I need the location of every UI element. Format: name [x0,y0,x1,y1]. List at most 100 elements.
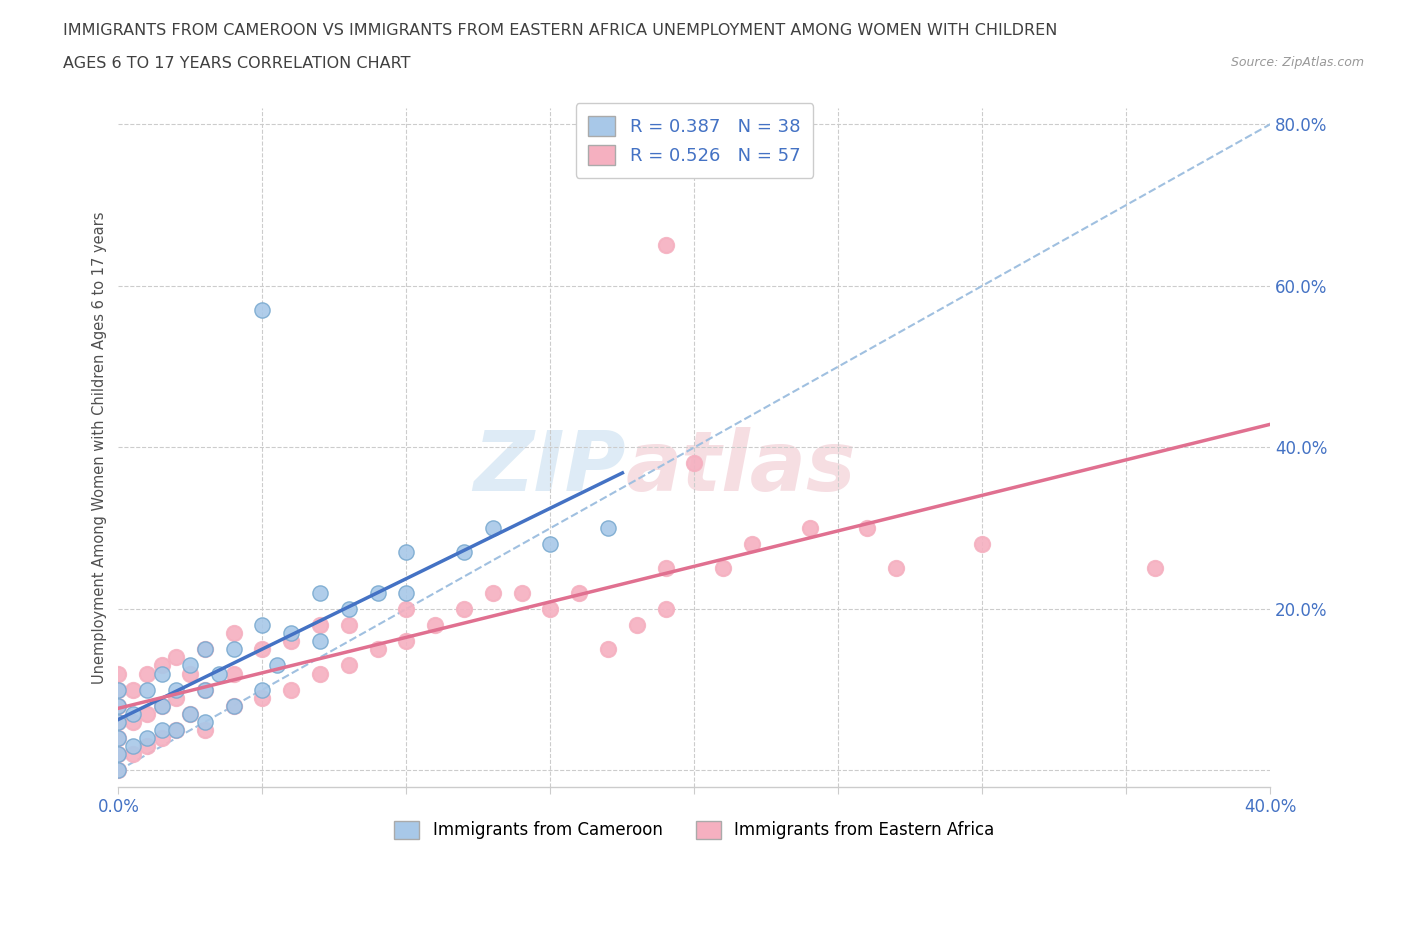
Point [150,666,173,681]
Point [309,633,332,648]
Point [107,683,129,698]
Point [121,714,143,729]
Y-axis label: Unemployment Among Women with Children Ages 6 to 17 years: Unemployment Among Women with Children A… [93,211,107,684]
Point [194,642,217,657]
Point [179,707,201,722]
Point [150,658,173,673]
Point [252,642,274,657]
Point [280,683,302,698]
Point [280,626,302,641]
Legend: Immigrants from Cameroon, Immigrants from Eastern Africa: Immigrants from Cameroon, Immigrants fro… [388,814,1001,846]
Point [194,642,217,657]
Point [194,683,217,698]
Point [107,714,129,729]
Point [482,585,505,600]
Point [107,714,129,729]
Point [107,747,129,762]
Point [222,698,245,713]
Point [395,633,418,648]
Point [179,666,201,681]
Point [309,618,332,632]
Point [222,666,245,681]
Point [538,602,561,617]
Point [337,602,360,617]
Point [884,561,907,576]
Point [165,650,187,665]
Point [568,585,591,600]
Point [136,731,159,746]
Point [972,537,994,551]
Point [121,707,143,722]
Point [121,683,143,698]
Point [510,585,533,600]
Point [150,698,173,713]
Point [194,683,217,698]
Text: atlas: atlas [626,427,856,508]
Point [165,723,187,737]
Point [222,642,245,657]
Point [150,723,173,737]
Point [194,714,217,729]
Point [121,747,143,762]
Point [395,585,418,600]
Point [222,698,245,713]
Point [309,585,332,600]
Point [482,521,505,536]
Point [856,521,879,536]
Point [252,618,274,632]
Point [107,683,129,698]
Text: ZIP: ZIP [472,427,626,508]
Point [179,658,201,673]
Point [309,666,332,681]
Point [136,666,159,681]
Text: IMMIGRANTS FROM CAMEROON VS IMMIGRANTS FROM EASTERN AFRICA UNEMPLOYMENT AMONG WO: IMMIGRANTS FROM CAMEROON VS IMMIGRANTS F… [63,23,1057,38]
Point [799,521,821,536]
Point [194,723,217,737]
Point [107,698,129,713]
Point [150,698,173,713]
Text: AGES 6 TO 17 YEARS CORRELATION CHART: AGES 6 TO 17 YEARS CORRELATION CHART [63,56,411,71]
Point [1144,561,1167,576]
Point [107,731,129,746]
Point [222,626,245,641]
Point [208,666,231,681]
Point [596,642,619,657]
Point [337,618,360,632]
Point [453,545,475,560]
Point [337,658,360,673]
Point [395,602,418,617]
Point [395,545,418,560]
Point [453,602,475,617]
Point [711,561,734,576]
Point [280,633,302,648]
Point [107,666,129,681]
Point [596,521,619,536]
Text: Source: ZipAtlas.com: Source: ZipAtlas.com [1230,56,1364,69]
Point [165,723,187,737]
Point [136,683,159,698]
Point [654,561,676,576]
Point [654,238,676,253]
Point [165,690,187,705]
Point [150,731,173,746]
Point [107,698,129,713]
Point [107,731,129,746]
Point [367,585,389,600]
Point [741,537,763,551]
Point [266,658,288,673]
Point [367,642,389,657]
Point [252,690,274,705]
Point [107,763,129,777]
Point [538,537,561,551]
Point [683,456,706,471]
Point [654,602,676,617]
Point [179,707,201,722]
Point [252,302,274,317]
Point [136,738,159,753]
Point [136,707,159,722]
Point [626,618,648,632]
Point [107,763,129,777]
Point [165,683,187,698]
Point [252,683,274,698]
Point [107,747,129,762]
